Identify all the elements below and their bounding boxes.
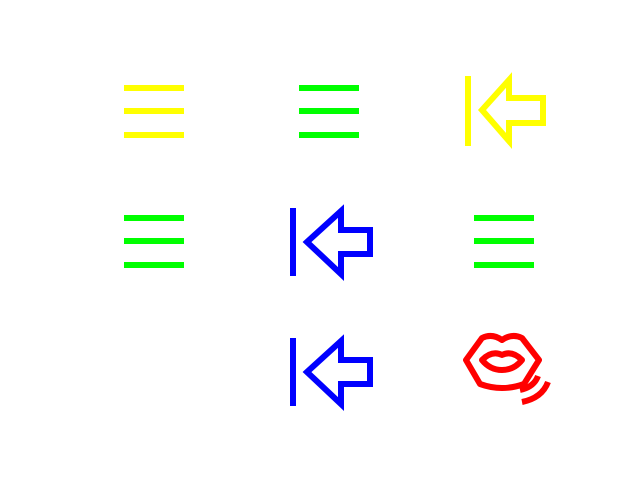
menu-icon bbox=[298, 80, 360, 138]
menu-icon bbox=[123, 210, 185, 268]
arrow-left-to-bar-icon bbox=[462, 72, 546, 150]
arrow-left-to-bar-icon bbox=[288, 204, 373, 281]
arrow-left-to-bar-icon bbox=[288, 334, 373, 411]
menu-icon bbox=[123, 80, 185, 138]
lips-sound-icon bbox=[462, 330, 552, 414]
menu-icon bbox=[473, 210, 535, 268]
